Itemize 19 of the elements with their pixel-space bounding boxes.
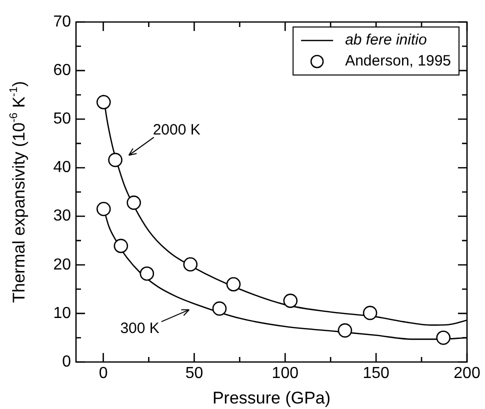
x-tick-label: 200	[454, 365, 480, 382]
y-tick-label: 30	[53, 208, 72, 225]
x-tick-label: 150	[362, 365, 390, 382]
x-tick-label: 0	[98, 365, 108, 382]
annotation: 300 K	[120, 320, 160, 337]
legend-label: ab fere initio	[345, 32, 427, 49]
y-axis-title: Thermal expansivity (10-6 K-1)	[8, 81, 29, 303]
legend-label: Anderson, 1995	[345, 52, 452, 70]
y-tick-label: 50	[53, 110, 72, 128]
y-tick-label: 10	[53, 304, 72, 322]
y-tick-label: 70	[53, 13, 72, 30]
x-axis-title: Pressure (GPa)	[212, 388, 331, 408]
y-tick-label: 0	[62, 353, 72, 370]
y-tick-label: 60	[53, 62, 72, 79]
x-tick-label: 100	[272, 365, 299, 382]
y-tick-label: 40	[53, 159, 72, 176]
x-tick-label: 50	[185, 365, 204, 382]
y-tick-label: 20	[53, 256, 72, 274]
annotation: 2000 K	[152, 121, 200, 138]
